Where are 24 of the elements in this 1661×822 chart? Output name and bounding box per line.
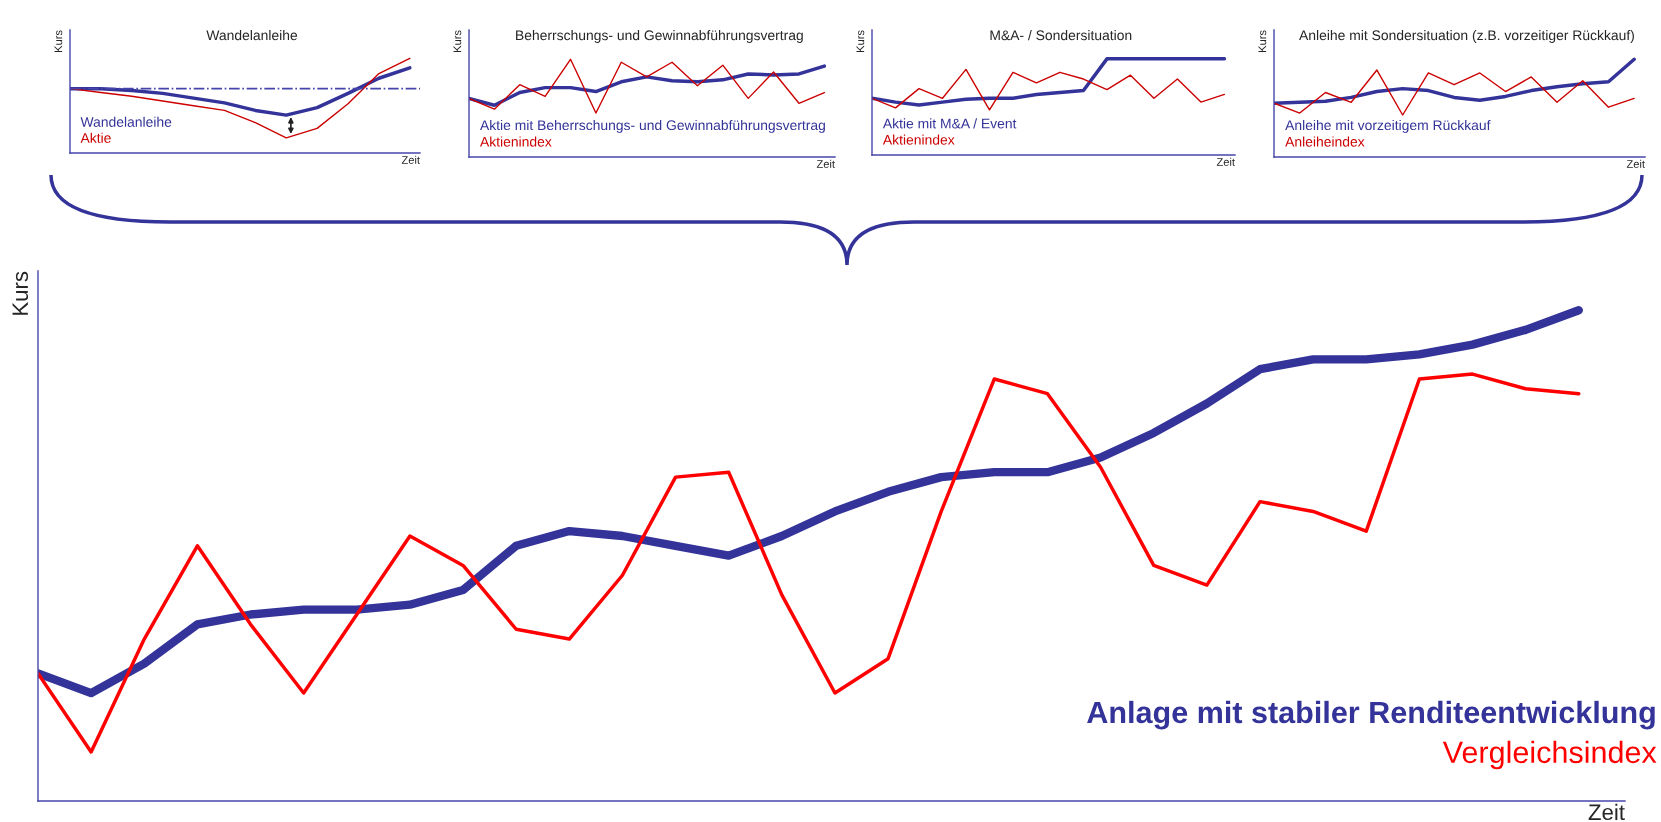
x-axis-title: Zeit (1588, 803, 1625, 821)
y-axis-title: Kurs (1258, 30, 1267, 52)
text: Aktienindex (480, 136, 552, 147)
y-axis-title: Kurs (856, 30, 865, 52)
chart-title: Wandelanleihe (206, 30, 298, 41)
series-label: Aktie mit Beherrschungs- und Gewinnabführungsvertrag (480, 119, 825, 133)
x-axis-title: Zeit (401, 155, 420, 164)
y-axis-title: Kurs (54, 30, 63, 52)
x-axis-title: Zeit (1626, 159, 1645, 168)
text: Aktie (80, 132, 111, 143)
y-axis-title: Kurs (453, 30, 462, 52)
chart-title: M&A- / Sondersituation (990, 30, 1132, 41)
chart-title: Anleihe mit Sondersituation (z.B. vorzeitiger Rückkauf) (1299, 30, 1634, 43)
text: Aktienindex (882, 134, 955, 145)
series-label: Aktie mit M&A / Event (882, 118, 1017, 129)
chart-title: Beherrschungs- und Gewinnabführungsvertrag (516, 30, 803, 43)
text: Anlage mit stabiler Renditeentwicklung (1087, 700, 1655, 730)
x-axis-title: Zeit (1216, 157, 1235, 166)
x-axis-title: Zeit (816, 159, 835, 168)
y-axis-title: Kurs (12, 271, 29, 315)
series-label: Wandelanleihe (80, 116, 172, 127)
text: Vergleichsindex (1442, 740, 1657, 770)
series-label: Anleihe mit vorzeitigem Rückkauf (1285, 119, 1491, 133)
series-label: Anleiheindex (1285, 136, 1365, 147)
